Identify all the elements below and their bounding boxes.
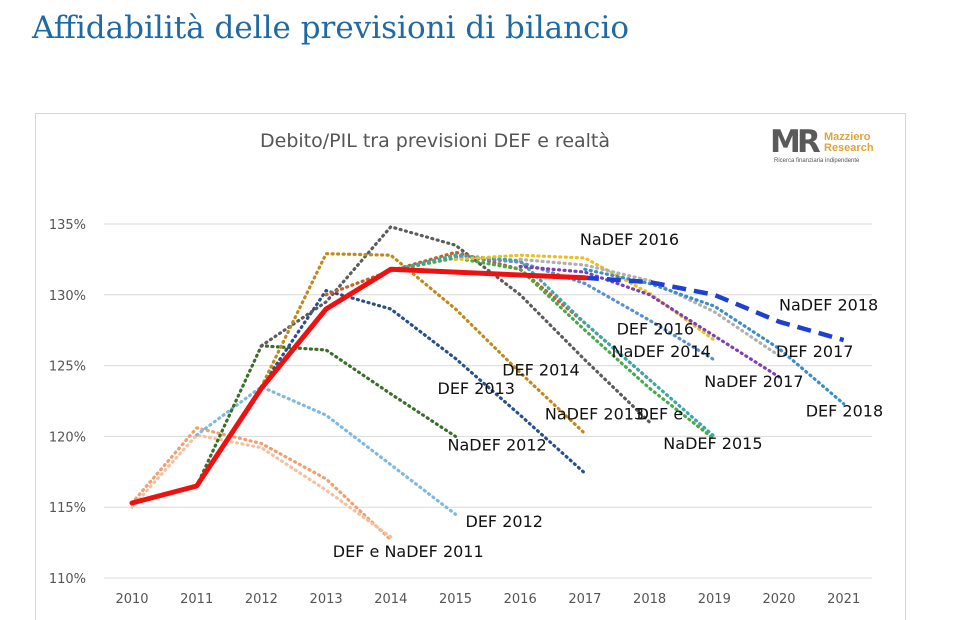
series-label: DEF 2018 [806,402,883,421]
series-label: DEF e NaDEF 2011 [333,542,484,561]
y-tick-label: 125% [49,360,86,375]
series-line-def-e-nadef-2011 [130,426,393,542]
x-tick-label: 2010 [115,592,148,607]
series-line-def-2017 [518,257,781,358]
series-label: NaDEF 2012 [448,436,547,455]
logo-name-line2: Research [824,142,874,154]
chart-title: Debito/PIL tra previsioni DEF e realtà [260,130,611,152]
series-line-nadef-2017 [518,264,781,379]
series-line-def-2014 [259,252,587,436]
series-line-nadef-2012 [195,344,458,488]
series-label: DEF 2012 [466,512,543,531]
page-title: Affidabilità delle previsioni di bilanci… [32,10,630,46]
y-tick-label: 115% [49,501,86,516]
y-tick-label: 130% [49,289,86,304]
series-line-unnamed-1 [130,433,393,539]
x-tick-label: 2013 [310,592,343,607]
series-line-def-e-nadef-2015 [389,256,716,441]
series-label: DEF e [637,404,684,423]
series-line-nadef-2013 [259,225,652,424]
x-tick-label: 2016 [504,592,537,607]
series-label: NaDEF 2013 [545,404,644,423]
series-line-unnamed-9 [389,253,716,438]
series-label: NaDEF 2017 [704,372,803,391]
series-line-def-2012 [195,385,458,516]
series-label: DEF 2016 [617,319,694,338]
series-label: NaDEF 2014 [612,342,711,361]
x-tick-label: 2019 [698,592,731,607]
series-label: NaDEF 2018 [779,295,878,314]
series-line-nadef-2018 [584,275,845,343]
x-tick-label: 2014 [374,592,407,607]
logo-name: Mazziero Research [824,132,874,154]
series-label: DEF 2014 [502,361,579,380]
series-line-def-2016 [453,255,716,362]
x-tick-label: 2015 [439,592,472,607]
series-label: DEF 2013 [438,379,515,398]
x-tick-label: 2021 [827,592,860,607]
series-label: NaDEF 2016 [580,230,679,249]
mazziero-research-logo: MR Mazziero Research Ricerca finanziaria… [770,124,900,168]
series-label: NaDEF 2015 [663,434,762,453]
x-tick-label: 2020 [762,592,795,607]
series-label: DEF 2017 [776,342,853,361]
x-tick-label: 2018 [633,592,666,607]
series-line-def-2018 [583,267,846,406]
series-line-unnamed-16 [129,266,588,506]
logo-tagline: Ricerca finanziaria indipendente [774,158,860,164]
x-tick-label: 2012 [245,592,278,607]
logo-name-line1: Mazziero [824,131,871,143]
x-tick-label: 2011 [180,592,213,607]
x-tick-label: 2017 [568,592,601,607]
y-tick-label: 120% [49,430,86,445]
logo-mark: MR [770,124,821,160]
y-tick-label: 135% [49,218,86,233]
series-line-def-2013 [259,289,587,475]
y-tick-label: 110% [49,572,86,587]
